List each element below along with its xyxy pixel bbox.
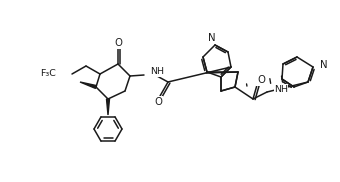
Text: N: N: [320, 60, 328, 70]
Text: O: O: [257, 75, 265, 85]
Polygon shape: [106, 99, 109, 115]
Text: N: N: [208, 33, 216, 43]
Text: NH: NH: [274, 84, 288, 94]
Text: F₃C: F₃C: [40, 68, 56, 78]
Text: NH: NH: [150, 68, 164, 76]
Polygon shape: [80, 82, 97, 88]
Text: O: O: [114, 38, 122, 48]
Text: O: O: [154, 97, 162, 107]
